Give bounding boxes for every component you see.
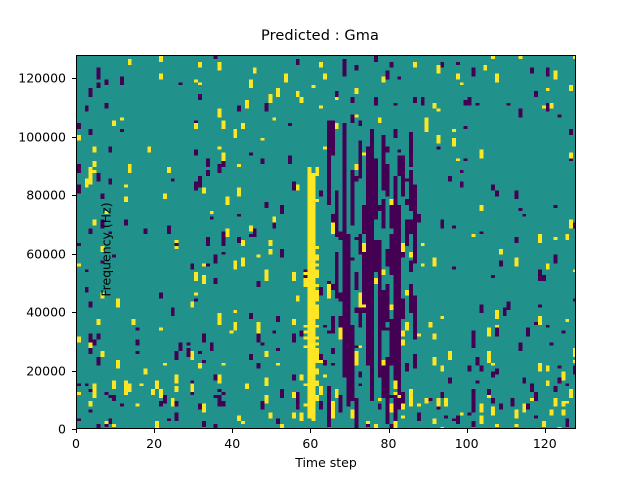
y-tick-label: 60000 (26, 246, 66, 262)
x-tick-label: 0 (72, 436, 80, 451)
y-tick-mark (72, 136, 76, 138)
y-tick-mark (72, 78, 76, 80)
x-tick-label: 60 (302, 436, 319, 451)
y-axis-label: Frequency (Hz) (98, 202, 114, 297)
x-tick-mark (310, 429, 312, 433)
page-title: Predicted : Gma (261, 28, 379, 44)
y-tick-mark (72, 253, 76, 255)
x-tick-label: 40 (224, 436, 241, 451)
heatmap-image (77, 56, 575, 428)
x-axis-label: Time step (295, 455, 357, 470)
x-tick-mark (388, 429, 390, 433)
heatmap-axes (76, 55, 576, 429)
x-tick-mark (154, 429, 156, 433)
y-tick-mark (72, 429, 76, 430)
x-tick-mark (544, 429, 546, 433)
x-tick-label: 20 (146, 436, 163, 451)
y-tick-mark (72, 312, 76, 314)
x-tick-mark (232, 429, 234, 433)
x-tick-label: 120 (532, 436, 557, 451)
y-tick-label: 20000 (26, 363, 66, 379)
x-tick-mark (76, 429, 77, 433)
y-tick-label: 120000 (18, 70, 66, 86)
y-tick-label: 100000 (18, 129, 66, 145)
y-tick-label: 40000 (26, 304, 66, 320)
x-tick-mark (466, 429, 468, 433)
y-tick-mark (72, 195, 76, 197)
y-tick-mark (72, 370, 76, 372)
y-tick-label: 0 (58, 421, 66, 437)
y-tick-label: 80000 (26, 187, 66, 203)
x-tick-label: 80 (380, 436, 397, 451)
x-tick-label: 100 (454, 436, 479, 451)
